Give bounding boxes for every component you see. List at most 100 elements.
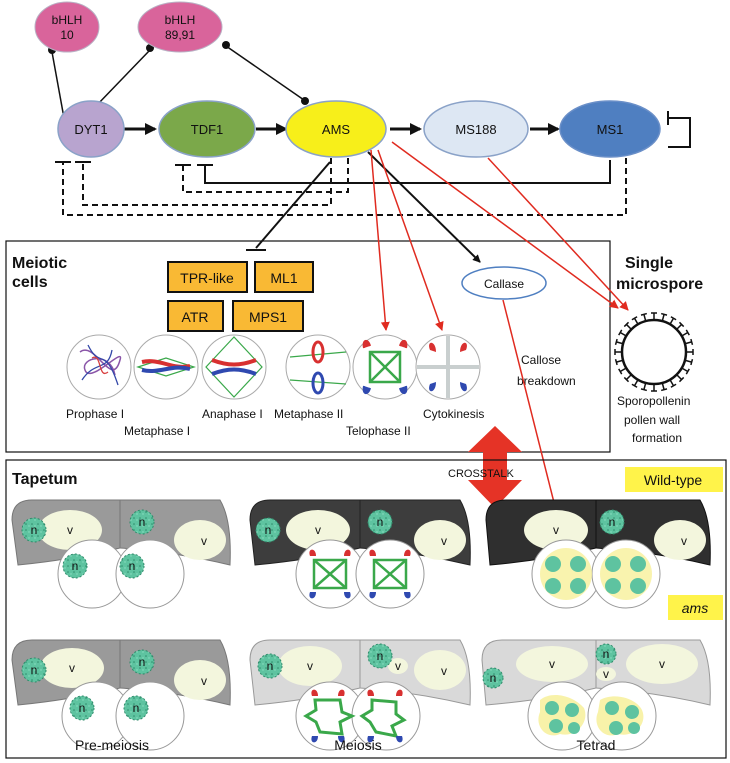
microspore-caption-1: Sporopollenin bbox=[617, 394, 690, 408]
ms188-node bbox=[423, 100, 529, 158]
microspore-spike bbox=[681, 331, 689, 337]
microspore-spike bbox=[681, 367, 689, 373]
stage-telophase2: Telophase II bbox=[346, 424, 411, 438]
microspore-spike bbox=[633, 317, 639, 325]
dyt1-label: DYT1 bbox=[74, 122, 107, 137]
microspore-spike-cap bbox=[631, 383, 638, 388]
stage-prophase1: Prophase I bbox=[66, 407, 124, 421]
ams-microspore-arrow bbox=[391, 141, 619, 309]
nucleus-label: n bbox=[490, 671, 497, 685]
meiotic-gene-boxes: TPR-like ML1 ATR MPS1 bbox=[167, 261, 314, 332]
nucleus-label: n bbox=[31, 663, 38, 677]
vacuole-label: v bbox=[441, 534, 447, 548]
ams-mutant-label: ams bbox=[682, 600, 708, 616]
microspore-spike bbox=[643, 314, 647, 322]
microspore-spike bbox=[669, 379, 675, 387]
microspore-spike-cap bbox=[618, 368, 623, 375]
ms1-self-repression bbox=[668, 117, 691, 148]
microspore-spike bbox=[684, 341, 692, 345]
gene-box-mps1 bbox=[232, 300, 304, 332]
microspore-spike bbox=[619, 331, 627, 337]
nucleus-label: n bbox=[265, 523, 272, 537]
ms1-node bbox=[559, 100, 661, 158]
crosstalk-label: CROSSTALK bbox=[448, 468, 514, 480]
stage-cytokinesis: Cytokinesis bbox=[423, 407, 484, 421]
vacuole-label: v bbox=[315, 523, 321, 537]
bhlh89-ams-link bbox=[225, 45, 305, 101]
ams-dyt1-feedback bbox=[82, 158, 332, 206]
gene-box-ml1 bbox=[254, 261, 314, 293]
microspore-spike bbox=[643, 382, 647, 390]
ms1-label: MS1 bbox=[597, 122, 624, 137]
microspore-title-1: Single bbox=[625, 255, 673, 272]
vacuole-label: v bbox=[441, 664, 447, 678]
tapetum-panel bbox=[5, 459, 727, 759]
microspore-spike-cap bbox=[618, 329, 623, 336]
microspore-spike bbox=[619, 367, 627, 373]
gene-ml1: ML1 bbox=[270, 270, 297, 286]
microspore-spike bbox=[676, 374, 683, 381]
nucleus-label: n bbox=[609, 515, 616, 529]
wildtype-label: Wild-type bbox=[644, 472, 703, 488]
tapetum-tetrad-ams bbox=[481, 639, 711, 751]
microspore-spike-cap bbox=[631, 316, 638, 321]
gene-box-atr bbox=[167, 300, 224, 332]
vacuole-label: v bbox=[681, 534, 687, 548]
bhlh89-dyt1-link bbox=[95, 49, 151, 107]
microspore-title-2: microspore bbox=[616, 276, 703, 293]
tapetum-premeiosis-ams bbox=[11, 639, 231, 751]
vacuole-label: v bbox=[67, 523, 73, 537]
tapetum-stage-premeiosis: Pre-meiosis bbox=[75, 737, 149, 753]
bhlh8991-node bbox=[137, 1, 223, 53]
bhlh10-dyt1-link bbox=[51, 51, 65, 119]
microspore-spike bbox=[633, 379, 639, 387]
microspore-caption-2: pollen wall bbox=[624, 413, 680, 427]
meiotic-title-2: cells bbox=[12, 274, 48, 291]
callose-label-2: breakdown bbox=[517, 374, 576, 388]
microspore-spike bbox=[669, 317, 675, 325]
microspore-spike-cap bbox=[661, 312, 668, 316]
tapetum-stage-meiosis: Meiosis bbox=[334, 737, 381, 753]
bhlh10-label-1: bHLH bbox=[52, 13, 83, 27]
microspore-spike-cap bbox=[640, 312, 647, 316]
microspore-spike-cap bbox=[690, 338, 694, 345]
nucleus-label: n bbox=[133, 701, 140, 715]
meiotic-title-1: Meiotic bbox=[12, 255, 67, 272]
tapetum-tetrad-wt bbox=[485, 499, 711, 609]
microspore-spike bbox=[616, 341, 624, 345]
vacuole-label: v bbox=[395, 659, 401, 673]
gene-atr: ATR bbox=[182, 309, 209, 325]
microspore-spike-cap bbox=[678, 321, 685, 328]
callose-label-1: Callose bbox=[521, 353, 561, 367]
bhlh10-node bbox=[34, 1, 100, 53]
ams-node bbox=[285, 100, 387, 158]
ams-cytokinesis-arrow bbox=[377, 149, 444, 331]
metaphase2-cell bbox=[285, 334, 351, 400]
microspore-spike-cap bbox=[640, 388, 647, 392]
nucleus-label: n bbox=[139, 655, 146, 669]
tapetum-premeiosis-wt bbox=[11, 499, 231, 609]
vacuole-label: v bbox=[553, 523, 559, 537]
vacuole-label: v bbox=[307, 659, 313, 673]
microspore-spike bbox=[616, 359, 624, 363]
microspore-spike bbox=[625, 323, 632, 330]
tdf1-label: TDF1 bbox=[191, 122, 224, 137]
microspore-spike-cap bbox=[670, 383, 677, 388]
stage-metaphase2: Metaphase II bbox=[274, 407, 343, 421]
dyt1-node bbox=[57, 100, 125, 158]
microspore-spike-cap bbox=[690, 359, 694, 366]
red-regulation-arrows bbox=[370, 141, 629, 579]
microspore-caption-3: formation bbox=[632, 431, 682, 445]
nucleus-label: n bbox=[139, 515, 146, 529]
gene-tpr-like: TPR-like bbox=[180, 270, 234, 286]
microspore-spike-cap bbox=[678, 376, 685, 383]
bhlh8991-label-2: 89,91 bbox=[165, 28, 195, 42]
vacuole-label: v bbox=[69, 661, 75, 675]
meiosis-stage-cells bbox=[66, 334, 481, 400]
microspore-spike bbox=[684, 359, 692, 363]
microspore-spike bbox=[625, 374, 632, 381]
nucleus-label: n bbox=[79, 701, 86, 715]
